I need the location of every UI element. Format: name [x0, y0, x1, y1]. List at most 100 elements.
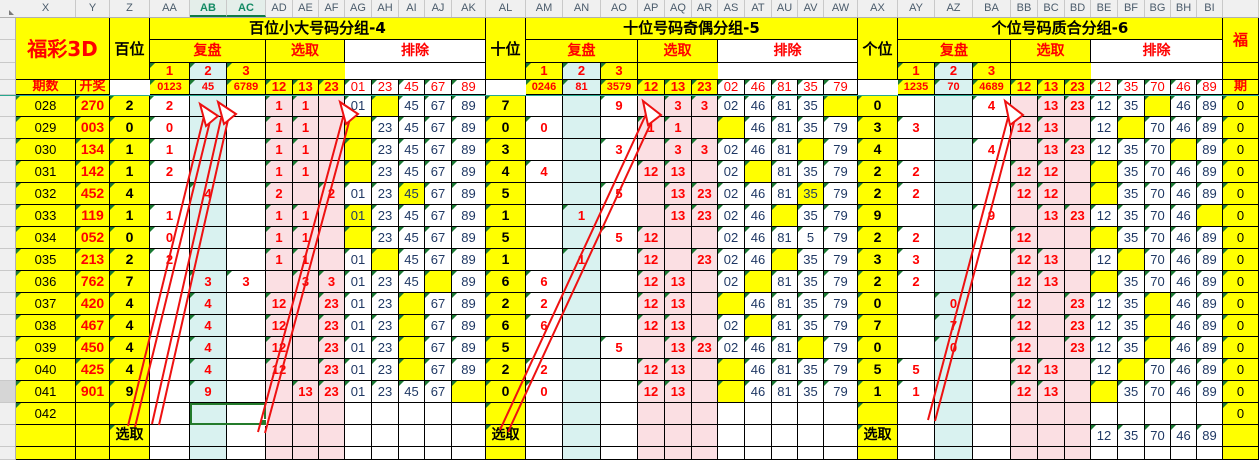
exclude-cell[interactable]: [399, 293, 425, 315]
replay-cell[interactable]: [601, 381, 638, 403]
digit-value-shi[interactable]: 7: [486, 95, 526, 117]
exclude-cell[interactable]: 46: [1171, 183, 1197, 205]
exclude-cell[interactable]: [1171, 403, 1197, 425]
footer-exclude-cell[interactable]: 70: [1145, 425, 1171, 447]
tail-cell[interactable]: [526, 447, 563, 460]
exclude-cell[interactable]: 01: [345, 359, 372, 381]
choose-cell[interactable]: 1: [293, 117, 319, 139]
exclude-cell[interactable]: 70: [1145, 359, 1171, 381]
period-tail[interactable]: [16, 447, 76, 460]
exclude-cell[interactable]: 02: [718, 271, 745, 293]
exclude-cell[interactable]: 35: [1118, 227, 1145, 249]
choose-cell[interactable]: [1011, 205, 1038, 227]
exclude-cell[interactable]: [399, 403, 425, 425]
tail-cell[interactable]: [1091, 447, 1118, 460]
column-header-be[interactable]: BE: [1091, 0, 1118, 17]
tail-cell[interactable]: [858, 447, 898, 460]
replay-cell[interactable]: [973, 117, 1011, 139]
replay-cell[interactable]: [227, 293, 266, 315]
row-header[interactable]: [0, 425, 15, 447]
choose-cell[interactable]: [692, 117, 718, 139]
draw-cell[interactable]: 134: [76, 139, 110, 161]
choose-cell[interactable]: [692, 359, 718, 381]
exclude-cell[interactable]: 12: [1091, 205, 1118, 227]
exclude-cell[interactable]: [345, 403, 372, 425]
column-header-bh[interactable]: BH: [1171, 0, 1197, 17]
replay-cell[interactable]: [526, 337, 563, 359]
choose-cell[interactable]: 1: [293, 227, 319, 249]
column-header-ac[interactable]: AC: [227, 0, 266, 17]
choose-cell[interactable]: 13: [665, 161, 692, 183]
exclude-cell[interactable]: 79: [824, 293, 858, 315]
tail-cell[interactable]: [745, 447, 772, 460]
exclude-cell[interactable]: [1197, 205, 1223, 227]
replay-cell[interactable]: [190, 249, 227, 271]
choose-cell[interactable]: [319, 205, 345, 227]
replay-cell[interactable]: [973, 359, 1011, 381]
replay-cell[interactable]: 5: [601, 227, 638, 249]
exclude-cell[interactable]: [1091, 403, 1118, 425]
replay-cell[interactable]: [601, 403, 638, 425]
column-header-ax[interactable]: AX: [858, 0, 898, 17]
draw-cell[interactable]: 425: [76, 359, 110, 381]
exclude-cell[interactable]: 02: [718, 183, 745, 205]
replay-cell[interactable]: [526, 139, 563, 161]
footer-choose-cell[interactable]: [692, 425, 718, 447]
exclude-cell[interactable]: 46: [745, 117, 772, 139]
period-cell[interactable]: 033: [16, 205, 76, 227]
tail-cell[interactable]: [1118, 447, 1145, 460]
column-header-ai[interactable]: AI: [399, 0, 425, 17]
choose-cell[interactable]: [319, 161, 345, 183]
exclude-cell[interactable]: 89: [1197, 183, 1223, 205]
footer-exclude-cell[interactable]: [718, 425, 745, 447]
replay-cell[interactable]: [563, 403, 601, 425]
replay-cell[interactable]: 1: [898, 381, 935, 403]
replay-cell[interactable]: [227, 249, 266, 271]
exclude-cell[interactable]: [345, 117, 372, 139]
replay-cell[interactable]: [935, 227, 973, 249]
exclude-cell[interactable]: 45: [399, 117, 425, 139]
choose-cell[interactable]: [293, 183, 319, 205]
replay-cell[interactable]: [601, 161, 638, 183]
replay-cell[interactable]: [898, 315, 935, 337]
digit-value-ge[interactable]: 0: [858, 337, 898, 359]
exclude-cell[interactable]: [1145, 315, 1171, 337]
replay-cell[interactable]: [150, 183, 190, 205]
exclude-cell[interactable]: 35: [1118, 205, 1145, 227]
choose-cell[interactable]: [1038, 293, 1065, 315]
replay-cell[interactable]: [563, 359, 601, 381]
choose-cell[interactable]: 1: [266, 249, 293, 271]
digit-value-shi[interactable]: 5: [486, 183, 526, 205]
tail-cell[interactable]: [973, 447, 1011, 460]
choose-cell[interactable]: 23: [692, 337, 718, 359]
replay-cell[interactable]: [935, 117, 973, 139]
row-header[interactable]: [0, 315, 15, 337]
replay-cell[interactable]: 6: [526, 315, 563, 337]
exclude-cell[interactable]: 89: [452, 359, 486, 381]
exclude-cell[interactable]: [452, 381, 486, 403]
exclude-cell[interactable]: 23: [372, 271, 399, 293]
choose-cell[interactable]: 1: [293, 139, 319, 161]
exclude-cell[interactable]: [1091, 381, 1118, 403]
column-header-al[interactable]: AL: [486, 0, 526, 17]
draw-tail[interactable]: [76, 447, 110, 460]
choose-cell[interactable]: [638, 205, 665, 227]
replay-cell[interactable]: 5: [601, 183, 638, 205]
exclude-cell[interactable]: [372, 403, 399, 425]
exclude-cell[interactable]: 70: [1145, 271, 1171, 293]
replay-cell[interactable]: 0: [935, 293, 973, 315]
choose-cell[interactable]: [638, 403, 665, 425]
exclude-cell[interactable]: 81: [772, 293, 798, 315]
choose-cell[interactable]: 12: [1011, 117, 1038, 139]
exclude-cell[interactable]: 89: [452, 227, 486, 249]
replay-cell[interactable]: [898, 95, 935, 117]
partial-period-cell[interactable]: 0: [1223, 403, 1259, 425]
choose-cell[interactable]: 12: [1011, 271, 1038, 293]
exclude-cell[interactable]: 89: [452, 271, 486, 293]
period-cell[interactable]: 042: [16, 403, 76, 425]
tail-cell[interactable]: [1065, 447, 1091, 460]
exclude-cell[interactable]: [1118, 359, 1145, 381]
exclude-cell[interactable]: 79: [824, 249, 858, 271]
replay-cell[interactable]: 3: [601, 139, 638, 161]
partial-period-cell[interactable]: 0: [1223, 139, 1259, 161]
